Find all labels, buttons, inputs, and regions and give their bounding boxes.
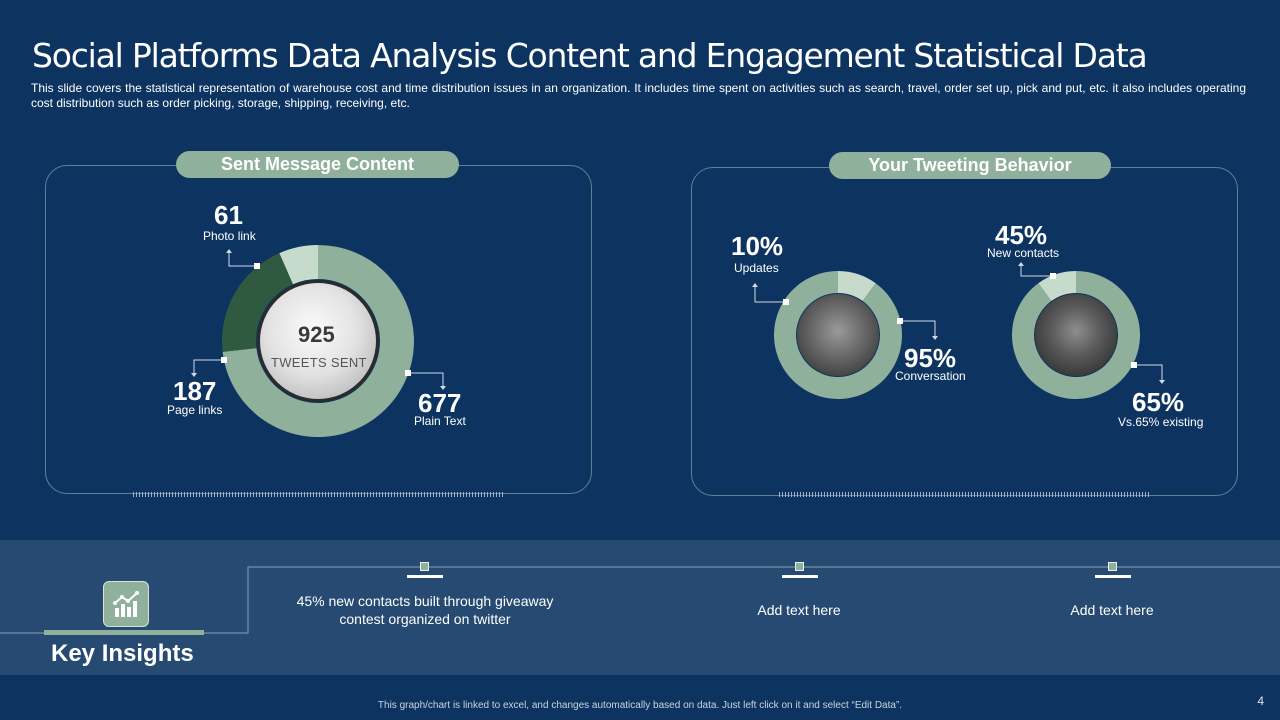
insight-bar-2 [782, 575, 818, 578]
insight-bar-1 [407, 575, 443, 578]
insight-marker-3 [1108, 562, 1117, 571]
insight-text-2: Add text here [659, 601, 939, 619]
insight-marker-1 [420, 562, 429, 571]
insight-marker-2 [795, 562, 804, 571]
page-number: 4 [1257, 694, 1264, 708]
insight-text-1: 45% new contacts built through giveaway … [285, 592, 565, 628]
key-insights-underline [44, 630, 204, 635]
insight-bar-3 [1095, 575, 1131, 578]
insight-text-3: Add text here [972, 601, 1252, 619]
footer-note: This graph/chart is linked to excel, and… [0, 700, 1280, 711]
key-insights-title: Key Insights [51, 640, 194, 668]
chart-growth-icon [103, 581, 149, 627]
